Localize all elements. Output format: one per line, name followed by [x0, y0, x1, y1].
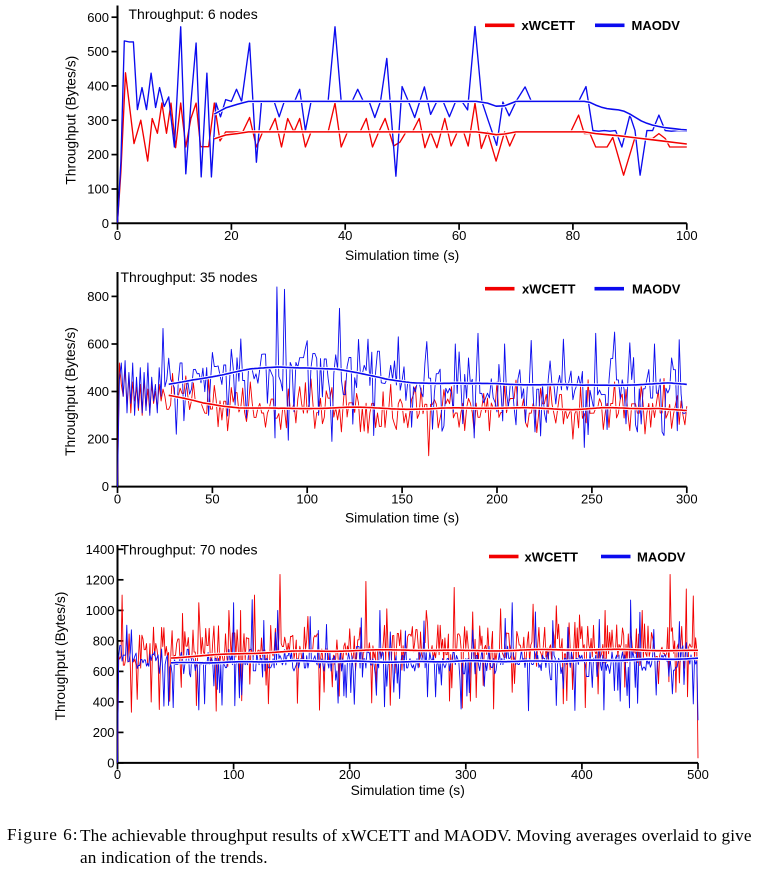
svg-text:40: 40	[338, 228, 352, 243]
svg-text:500: 500	[687, 767, 709, 782]
svg-text:300: 300	[455, 767, 477, 782]
svg-text:0: 0	[102, 216, 109, 231]
svg-text:xWCETT: xWCETT	[522, 282, 576, 297]
svg-text:Throughput (Bytes/s): Throughput (Bytes/s)	[64, 56, 79, 185]
svg-text:150: 150	[391, 491, 413, 506]
svg-text:MAODV: MAODV	[632, 282, 681, 297]
svg-text:0: 0	[114, 491, 121, 506]
svg-text:250: 250	[581, 491, 603, 506]
svg-text:xWCETT: xWCETT	[522, 18, 576, 33]
svg-text:xWCETT: xWCETT	[525, 549, 579, 564]
svg-text:0: 0	[114, 767, 121, 782]
svg-text:800: 800	[87, 289, 109, 304]
svg-text:200: 200	[87, 432, 109, 447]
svg-text:80: 80	[566, 228, 580, 243]
svg-text:1400: 1400	[86, 542, 115, 557]
svg-text:Throughput: 35 nodes: Throughput: 35 nodes	[121, 269, 258, 285]
svg-text:Simulation time (s): Simulation time (s)	[345, 511, 459, 526]
svg-text:1200: 1200	[86, 572, 115, 587]
svg-text:200: 200	[87, 147, 109, 162]
svg-text:MAODV: MAODV	[637, 549, 686, 564]
svg-text:400: 400	[87, 384, 109, 399]
svg-text:Throughput (Bytes/s): Throughput (Bytes/s)	[63, 327, 78, 456]
svg-text:300: 300	[676, 491, 698, 506]
svg-text:400: 400	[571, 767, 593, 782]
svg-text:100: 100	[296, 491, 318, 506]
svg-text:500: 500	[87, 44, 109, 59]
svg-text:MAODV: MAODV	[632, 18, 681, 33]
svg-text:Throughput: 6 nodes: Throughput: 6 nodes	[129, 6, 258, 22]
svg-text:0: 0	[102, 479, 109, 494]
svg-text:100: 100	[676, 228, 698, 243]
svg-text:60: 60	[452, 228, 466, 243]
svg-text:600: 600	[87, 10, 109, 25]
svg-text:200: 200	[486, 491, 508, 506]
svg-text:Throughput: 70 nodes: Throughput: 70 nodes	[121, 542, 258, 558]
svg-text:200: 200	[93, 725, 115, 740]
svg-text:100: 100	[223, 767, 245, 782]
svg-text:100: 100	[87, 182, 109, 197]
svg-text:0: 0	[114, 228, 121, 243]
svg-text:Simulation time (s): Simulation time (s)	[345, 248, 459, 263]
svg-text:400: 400	[93, 695, 115, 710]
svg-text:50: 50	[205, 491, 219, 506]
svg-text:600: 600	[93, 664, 115, 679]
svg-text:200: 200	[339, 767, 361, 782]
svg-text:20: 20	[224, 228, 238, 243]
svg-text:Throughput (Bytes/s): Throughput (Bytes/s)	[53, 592, 68, 721]
svg-text:Simulation time (s): Simulation time (s)	[351, 783, 465, 798]
svg-text:400: 400	[87, 79, 109, 94]
svg-text:300: 300	[87, 113, 109, 128]
svg-text:600: 600	[87, 337, 109, 352]
svg-text:1000: 1000	[86, 603, 115, 618]
svg-text:800: 800	[93, 634, 115, 649]
svg-text:0: 0	[107, 756, 114, 771]
